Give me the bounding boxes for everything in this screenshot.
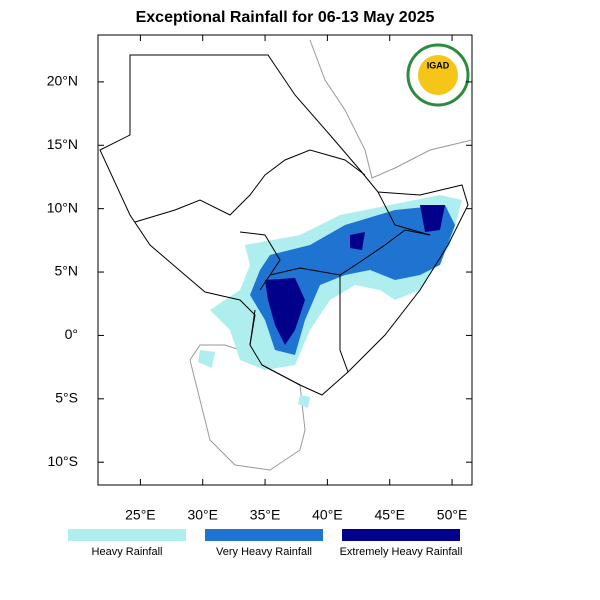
legend-swatch bbox=[205, 529, 323, 541]
logo-text: IGAD bbox=[427, 60, 450, 70]
neighbour-borders bbox=[189, 39, 473, 471]
y-tick-label: 10°S bbox=[47, 453, 78, 469]
x-tick-label: 50°E bbox=[437, 507, 468, 523]
legend-swatch bbox=[68, 529, 186, 541]
y-tick-label: 10°N bbox=[47, 199, 78, 215]
y-tick-label: 20°N bbox=[47, 73, 78, 89]
logo: IGAD bbox=[406, 43, 470, 107]
map-title: Exceptional Rainfall for 06-13 May 2025 bbox=[136, 9, 435, 26]
y-tick-label: 0° bbox=[65, 326, 78, 342]
y-tick-label: 5°S bbox=[55, 390, 78, 406]
country-borders bbox=[99, 54, 469, 396]
very-heavy-rainfall-area bbox=[250, 205, 455, 355]
heavy-rainfall-spots bbox=[198, 350, 310, 408]
legend-swatch bbox=[342, 529, 460, 541]
x-tick-label: 25°E bbox=[125, 507, 156, 523]
logo-disc bbox=[418, 55, 458, 95]
x-tick-label: 35°E bbox=[250, 507, 281, 523]
rainfall bbox=[198, 195, 462, 408]
y-tick-label: 5°N bbox=[55, 263, 79, 279]
y-tick-label: 15°N bbox=[47, 136, 78, 152]
extreme-rainfall-area bbox=[265, 205, 445, 345]
map-area: IGAD bbox=[97, 34, 473, 486]
legend-label: Very Heavy Rainfall bbox=[216, 546, 312, 558]
legend-label: Extremely Heavy Rainfall bbox=[340, 546, 463, 558]
legend-label: Heavy Rainfall bbox=[92, 546, 163, 558]
x-tick-label: 30°E bbox=[187, 507, 218, 523]
x-tick-label: 40°E bbox=[312, 507, 343, 523]
x-tick-label: 45°E bbox=[374, 507, 405, 523]
